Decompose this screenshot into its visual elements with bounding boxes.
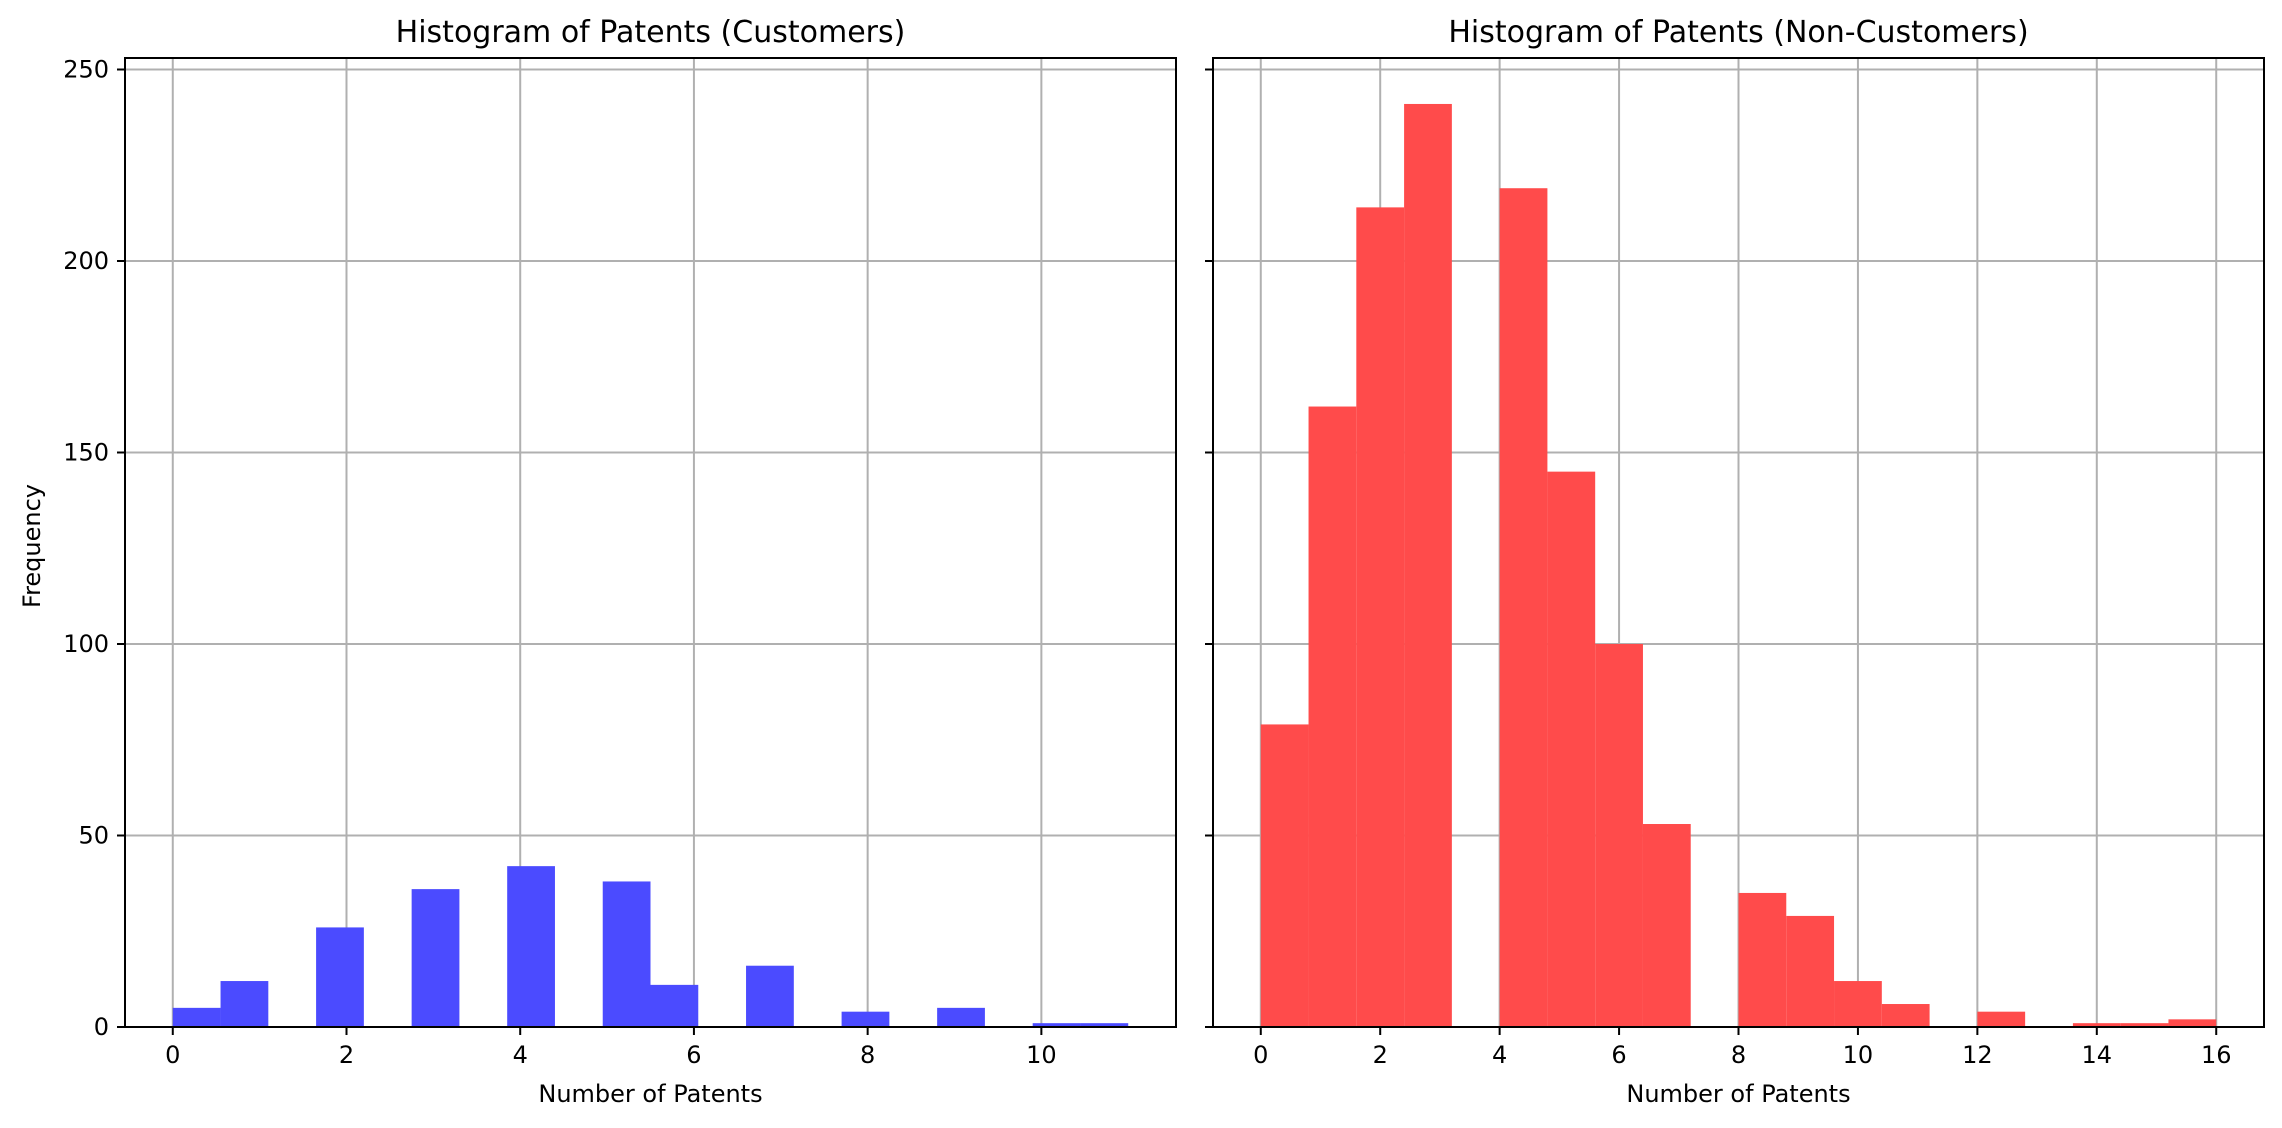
non-customers-x-tick-label: 0 bbox=[1253, 1041, 1268, 1069]
customers-histogram-bar bbox=[1080, 1023, 1129, 1027]
customers-histogram-bar bbox=[841, 1011, 890, 1027]
customers-x-tick-label: 2 bbox=[339, 1041, 354, 1069]
non-customers-histogram-bar bbox=[1356, 207, 1405, 1028]
non-customers-x-tick-label: 12 bbox=[1962, 1041, 1993, 1069]
non-customers-histogram-bar bbox=[1547, 471, 1596, 1027]
non-customers-histogram-panel: 0 2 4 6 8 10 12 14 16 Histogram of Patents (Non-C… bbox=[1205, 15, 2265, 1108]
non-customers-x-tick-label: 4 bbox=[1492, 1041, 1507, 1069]
non-customers-histogram-bar bbox=[1738, 892, 1787, 1027]
non-customers-histogram-bar bbox=[1499, 188, 1548, 1028]
non-customers-x-tick-label: 14 bbox=[2082, 1041, 2113, 1069]
customers-histogram-bar bbox=[411, 889, 460, 1027]
non-customers-x-tick-label: 6 bbox=[1611, 1041, 1626, 1069]
customers-histogram-bar bbox=[1032, 1023, 1081, 1027]
non-customers-chart-title: Histogram of Patents (Non-Customers) bbox=[1448, 15, 2028, 50]
non-customers-histogram-bar bbox=[2120, 1023, 2169, 1027]
non-customers-histogram-bar bbox=[1834, 981, 1882, 1027]
non-customers-histogram-bar bbox=[1595, 643, 1643, 1027]
customers-histogram-bar bbox=[650, 984, 699, 1027]
customers-axes-frame bbox=[124, 57, 1177, 1028]
non-customers-histogram-bar bbox=[1881, 1004, 1930, 1027]
customers-x-tick-label: 10 bbox=[1026, 1041, 1057, 1069]
non-customers-histogram-bar bbox=[2168, 1019, 2217, 1027]
customers-y-tick-label: 250 bbox=[63, 55, 109, 83]
customers-histogram-bar bbox=[220, 981, 269, 1027]
customers-x-tick-label: 8 bbox=[860, 1041, 875, 1069]
customers-x-tick-label: 6 bbox=[686, 1041, 701, 1069]
non-customers-x-axis-label: Number of Patents bbox=[1626, 1080, 1850, 1108]
non-customers-x-tick-label: 10 bbox=[1843, 1041, 1874, 1069]
y-axis-label: Frequency bbox=[18, 484, 46, 608]
customers-histogram-bar bbox=[172, 1007, 221, 1027]
customers-histogram-bar bbox=[602, 881, 651, 1027]
non-customers-histogram-bar bbox=[1642, 824, 1691, 1027]
customers-histogram-bar bbox=[746, 965, 794, 1027]
non-customers-histogram-bar bbox=[1977, 1011, 2026, 1027]
customers-y-tick-label: 0 bbox=[94, 1013, 109, 1041]
customers-x-axis-label: Number of Patents bbox=[538, 1080, 762, 1108]
customers-histogram-bar bbox=[937, 1007, 985, 1027]
customers-histogram-bar bbox=[507, 866, 555, 1027]
non-customers-histogram-bar bbox=[1308, 406, 1357, 1028]
non-customers-histogram-bar bbox=[1260, 724, 1309, 1027]
non-customers-histogram-bar bbox=[1404, 103, 1452, 1028]
non-customers-x-tick-label: 2 bbox=[1373, 1041, 1388, 1069]
non-customers-x-tick-label: 8 bbox=[1731, 1041, 1746, 1069]
customers-chart-title: Histogram of Patents (Customers) bbox=[396, 15, 906, 50]
customers-x-tick-label: 0 bbox=[165, 1041, 180, 1069]
customers-y-tick-label: 150 bbox=[63, 438, 109, 466]
non-customers-histogram-bar bbox=[1786, 915, 1835, 1027]
customers-y-tick-label: 50 bbox=[78, 821, 109, 849]
non-customers-x-tick-label: 16 bbox=[2201, 1041, 2232, 1069]
customers-y-tick-label: 100 bbox=[63, 630, 109, 658]
customers-y-tick-label: 200 bbox=[63, 247, 109, 275]
customers-x-tick-label: 4 bbox=[513, 1041, 528, 1069]
customers-histogram-bar bbox=[316, 927, 364, 1027]
non-customers-histogram-bar bbox=[2072, 1023, 2121, 1027]
